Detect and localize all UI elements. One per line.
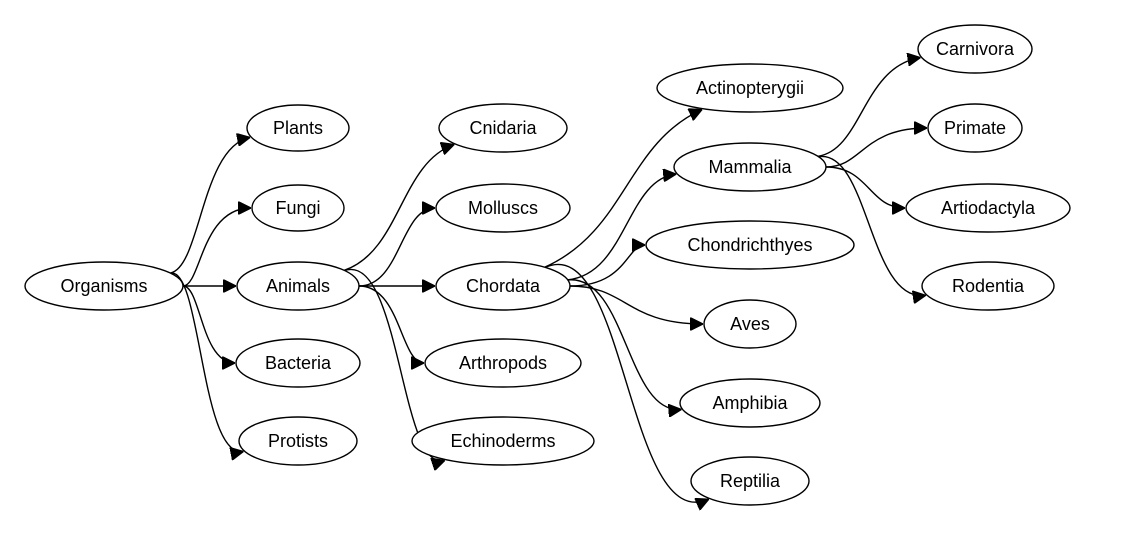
- node-shape: [424, 338, 582, 388]
- node-plants: Plants: [246, 104, 350, 152]
- edge-line: [825, 166, 905, 208]
- node-label: Chondrichthyes: [687, 235, 812, 255]
- edge-line: [544, 263, 709, 502]
- nodes-layer: Organisms Plants Fungi Animals Bacteria Proti…: [24, 24, 1071, 506]
- node-reptilia: Reptilia: [690, 456, 810, 506]
- edge-chordata-amphibia: [567, 279, 682, 410]
- node-primate: Primate: [927, 103, 1023, 153]
- edge-line: [343, 145, 454, 271]
- node-fungi: Fungi: [251, 184, 345, 232]
- edge-line: [170, 137, 250, 274]
- edge-line: [358, 208, 436, 287]
- node-label: Chordata: [466, 276, 541, 296]
- edge-mammalia-primate: [825, 128, 927, 168]
- node-label: Mammalia: [708, 157, 792, 177]
- edge-animals-arthropods: [358, 285, 425, 363]
- node-shape: [703, 299, 797, 349]
- node-shape: [645, 220, 855, 270]
- edge-mammalia-carnivora: [817, 58, 921, 157]
- edge-chordata-chondrichthyes: [569, 245, 646, 287]
- node-shape: [679, 378, 821, 428]
- node-label: Fungi: [275, 198, 320, 218]
- node-shape: [690, 456, 810, 506]
- node-shape: [917, 24, 1033, 74]
- node-amphibia: Amphibia: [679, 378, 821, 428]
- node-label: Bacteria: [265, 353, 332, 373]
- node-label: Organisms: [60, 276, 147, 296]
- node-rodentia: Rodentia: [921, 261, 1055, 311]
- node-shape: [435, 261, 571, 311]
- node-shape: [656, 63, 844, 113]
- edge-line: [182, 285, 236, 363]
- node-label: Protists: [268, 431, 328, 451]
- edge-animals-cnidaria: [343, 145, 454, 271]
- node-protists: Protists: [238, 416, 358, 466]
- edge-line: [567, 279, 682, 410]
- node-label: Actinopterygii: [696, 78, 804, 98]
- node-label: Aves: [730, 314, 770, 334]
- node-echinoderms: Echinoderms: [411, 416, 595, 466]
- edge-line: [818, 155, 926, 295]
- edge-mammalia-rodentia: [818, 155, 926, 295]
- edge-organisms-fungi: [182, 208, 251, 287]
- node-shape: [438, 103, 568, 153]
- edge-line: [544, 110, 702, 268]
- edge-line: [825, 128, 927, 168]
- edge-line: [567, 174, 677, 281]
- node-carnivora: Carnivora: [917, 24, 1033, 74]
- node-shape: [251, 184, 345, 232]
- node-bacteria: Bacteria: [235, 338, 361, 388]
- node-organisms: Organisms: [24, 261, 184, 311]
- node-label: Animals: [266, 276, 330, 296]
- node-shape: [411, 416, 595, 466]
- edge-line: [817, 58, 921, 157]
- node-artiodactyla: Artiodactyla: [905, 183, 1071, 233]
- node-label: Echinoderms: [450, 431, 555, 451]
- edge-organisms-plants: [170, 137, 250, 274]
- node-label: Plants: [273, 118, 323, 138]
- node-shape: [921, 261, 1055, 311]
- node-mammalia: Mammalia: [673, 142, 827, 192]
- edges-layer: [170, 58, 927, 503]
- node-label: Cnidaria: [469, 118, 537, 138]
- edge-chordata-reptilia: [544, 263, 709, 502]
- node-label: Reptilia: [720, 471, 781, 491]
- edge-line: [182, 208, 251, 287]
- node-label: Arthropods: [459, 353, 547, 373]
- edge-mammalia-artiodactyla: [825, 166, 905, 208]
- node-label: Artiodactyla: [941, 198, 1036, 218]
- node-shape: [435, 183, 571, 233]
- edge-chordata-actinopterygii: [544, 110, 702, 268]
- edge-line: [358, 285, 425, 363]
- node-actinopterygii: Actinopterygii: [656, 63, 844, 113]
- node-shape: [927, 103, 1023, 153]
- node-aves: Aves: [703, 299, 797, 349]
- edge-line: [569, 285, 703, 324]
- node-shape: [905, 183, 1071, 233]
- edge-organisms-bacteria: [182, 285, 236, 363]
- node-shape: [246, 104, 350, 152]
- edge-animals-molluscs: [358, 208, 436, 287]
- node-chordata: Chordata: [435, 261, 571, 311]
- edge-chordata-mammalia: [567, 174, 677, 281]
- node-animals: Animals: [236, 261, 360, 311]
- node-label: Carnivora: [936, 39, 1015, 59]
- node-shape: [235, 338, 361, 388]
- node-label: Primate: [944, 118, 1006, 138]
- node-cnidaria: Cnidaria: [438, 103, 568, 153]
- node-shape: [673, 142, 827, 192]
- edge-chordata-aves: [569, 285, 703, 324]
- node-label: Rodentia: [952, 276, 1025, 296]
- node-chondrichthyes: Chondrichthyes: [645, 220, 855, 270]
- node-arthropods: Arthropods: [424, 338, 582, 388]
- node-label: Amphibia: [712, 393, 788, 413]
- node-molluscs: Molluscs: [435, 183, 571, 233]
- edge-line: [569, 245, 646, 287]
- node-shape: [236, 261, 360, 311]
- node-shape: [238, 416, 358, 466]
- node-label: Molluscs: [468, 198, 538, 218]
- node-shape: [24, 261, 184, 311]
